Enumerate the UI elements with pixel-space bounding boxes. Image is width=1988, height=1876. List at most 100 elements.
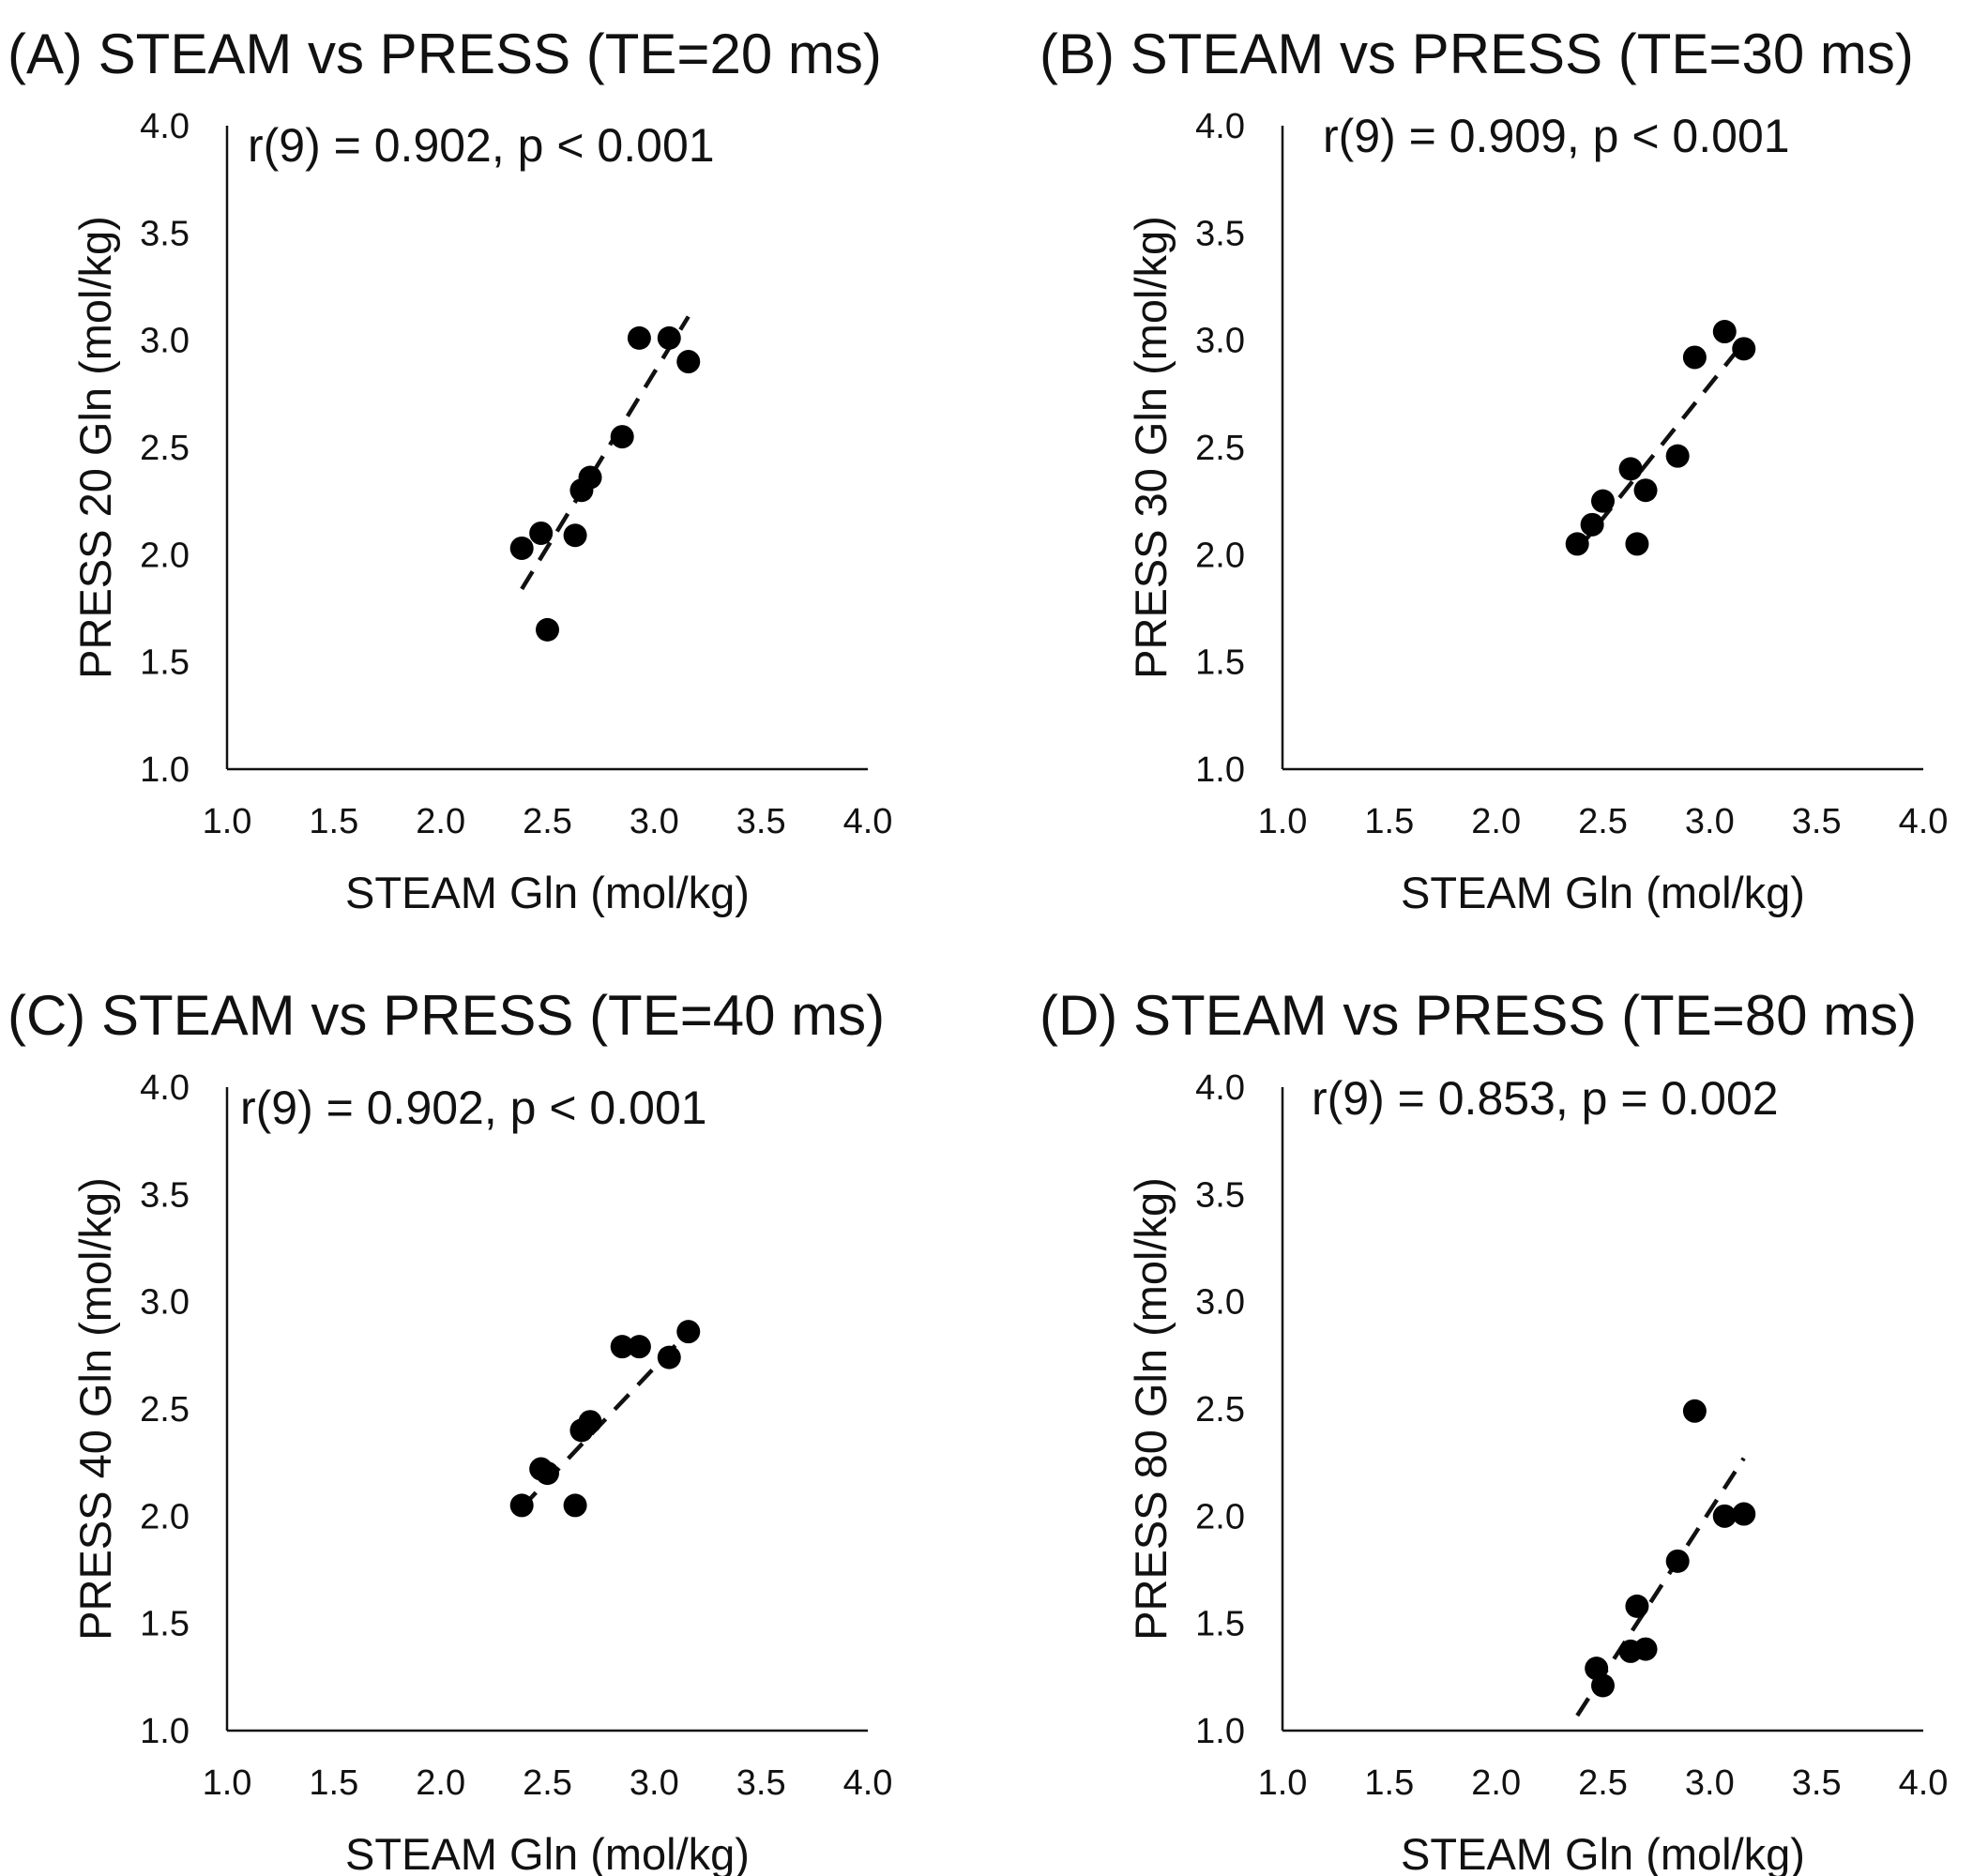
data-point (610, 425, 634, 449)
data-point (1682, 345, 1707, 370)
x-axis-label: STEAM Gln (mol/kg) (345, 1829, 750, 1876)
data-point (1712, 320, 1737, 344)
y-axis-label: PRESS 20 Gln (mol/kg) (70, 216, 120, 679)
data-point (610, 1335, 634, 1359)
y-tick-label: 3.0 (1195, 1283, 1245, 1323)
data-point (1591, 1673, 1615, 1698)
y-tick-label: 1.0 (1195, 1712, 1245, 1751)
correlation-annotation: r(9) = 0.909, p < 0.001 (1323, 110, 1790, 162)
y-tick-label: 2.0 (140, 1497, 190, 1536)
x-tick-label: 3.0 (1685, 802, 1735, 841)
trend-line (520, 315, 690, 591)
x-axis-label: STEAM Gln (mol/kg) (1401, 868, 1805, 917)
panel-b: (B) STEAM vs PRESS (TE=30 ms) r(9) = 0.9… (1040, 23, 1948, 917)
correlation-annotation: r(9) = 0.902, p < 0.001 (248, 119, 715, 172)
data-point (1633, 1637, 1658, 1661)
correlation-annotation: r(9) = 0.853, p = 0.002 (1312, 1072, 1779, 1125)
x-tick-label: 1.0 (1258, 1763, 1308, 1803)
x-axis-label: STEAM Gln (mol/kg) (1401, 1829, 1805, 1876)
x-tick-label: 2.5 (523, 1763, 572, 1803)
panel-title: (D) STEAM vs PRESS (TE=80 ms) (1040, 984, 1917, 1047)
panel-title: (B) STEAM vs PRESS (TE=30 ms) (1040, 23, 1914, 85)
data-point (657, 325, 681, 350)
x-tick-label: 2.0 (1471, 1763, 1521, 1803)
x-tick-label: 2.0 (416, 1763, 465, 1803)
x-tick-label: 3.0 (1685, 1763, 1735, 1803)
correlation-annotation: r(9) = 0.902, p < 0.001 (240, 1082, 707, 1134)
panel-title: (C) STEAM vs PRESS (TE=40 ms) (8, 984, 885, 1047)
x-tick-label: 3.5 (736, 1763, 786, 1803)
y-tick-label: 3.5 (1195, 214, 1245, 253)
x-tick-label: 3.0 (630, 802, 679, 841)
y-tick-label: 1.0 (140, 1712, 190, 1751)
x-tick-label: 4.0 (1899, 802, 1949, 841)
data-point (578, 465, 602, 490)
x-tick-label: 1.0 (1258, 802, 1308, 841)
data-point (627, 1335, 651, 1359)
y-tick-label: 3.5 (1195, 1175, 1245, 1215)
y-tick-label: 4.0 (140, 107, 190, 146)
x-tick-label: 2.5 (523, 802, 572, 841)
y-tick-label: 2.5 (140, 429, 190, 468)
data-point (676, 350, 701, 374)
data-point (1591, 489, 1615, 513)
data-point (627, 325, 651, 350)
panel-a: (A) STEAM vs PRESS (TE=20 ms) r(9) = 0.9… (8, 23, 892, 917)
y-tick-label: 4.0 (1195, 1068, 1245, 1108)
y-tick-label: 2.5 (1195, 429, 1245, 468)
y-tick-label: 4.0 (140, 1068, 190, 1108)
data-point (1580, 512, 1604, 537)
data-point (509, 1493, 534, 1518)
data-point (676, 1320, 701, 1344)
x-tick-label: 2.5 (1578, 1763, 1628, 1803)
data-point (1625, 532, 1649, 556)
x-axis-label: STEAM Gln (mol/kg) (345, 868, 750, 917)
x-tick-label: 1.0 (203, 802, 252, 841)
data-point (1732, 1502, 1756, 1526)
panel-d: (D) STEAM vs PRESS (TE=80 ms) r(9) = 0.8… (1040, 984, 1948, 1876)
y-tick-label: 2.0 (1195, 1497, 1245, 1536)
y-tick-label: 3.5 (140, 214, 190, 253)
data-point (578, 1410, 602, 1434)
y-tick-label: 1.5 (140, 1605, 190, 1644)
y-tick-label: 2.5 (1195, 1390, 1245, 1430)
x-tick-label: 2.0 (1471, 802, 1521, 841)
data-point (536, 617, 559, 642)
y-tick-label: 3.0 (140, 322, 190, 361)
data-point (1682, 1399, 1707, 1423)
x-tick-label: 1.5 (1364, 1763, 1414, 1803)
y-tick-label: 4.0 (1195, 107, 1245, 146)
data-point (1665, 444, 1690, 468)
data-point (529, 521, 554, 545)
data-point (509, 536, 534, 560)
x-tick-label: 1.5 (309, 802, 358, 841)
x-tick-label: 3.5 (1792, 802, 1842, 841)
y-tick-label: 1.5 (1195, 643, 1245, 683)
x-tick-label: 2.5 (1578, 802, 1628, 841)
y-tick-label: 3.0 (140, 1283, 190, 1323)
data-point (1625, 1594, 1649, 1618)
data-point (1565, 532, 1589, 556)
x-tick-label: 3.5 (736, 802, 786, 841)
y-tick-label: 2.5 (140, 1390, 190, 1430)
x-tick-label: 3.5 (1792, 1763, 1842, 1803)
y-tick-label: 3.5 (140, 1175, 190, 1215)
x-tick-label: 1.5 (309, 1763, 358, 1803)
y-tick-label: 2.0 (1195, 536, 1245, 575)
y-axis-label: PRESS 40 Gln (mol/kg) (70, 1177, 120, 1641)
x-tick-label: 1.0 (203, 1763, 252, 1803)
x-tick-label: 1.5 (1364, 802, 1414, 841)
data-point (657, 1345, 681, 1369)
x-tick-label: 3.0 (630, 1763, 679, 1803)
y-axis-label: PRESS 80 Gln (mol/kg) (1126, 1177, 1176, 1641)
panel-title: (A) STEAM vs PRESS (TE=20 ms) (8, 23, 882, 85)
y-axis-label: PRESS 30 Gln (mol/kg) (1126, 216, 1176, 679)
x-tick-label: 4.0 (1899, 1763, 1949, 1803)
panel-c: (C) STEAM vs PRESS (TE=40 ms) r(9) = 0.9… (8, 984, 892, 1876)
data-point (563, 523, 587, 548)
data-point (1665, 1549, 1690, 1573)
data-point (1633, 478, 1658, 503)
x-tick-label: 4.0 (843, 802, 893, 841)
data-point (1712, 1504, 1737, 1528)
data-point (1732, 337, 1756, 361)
